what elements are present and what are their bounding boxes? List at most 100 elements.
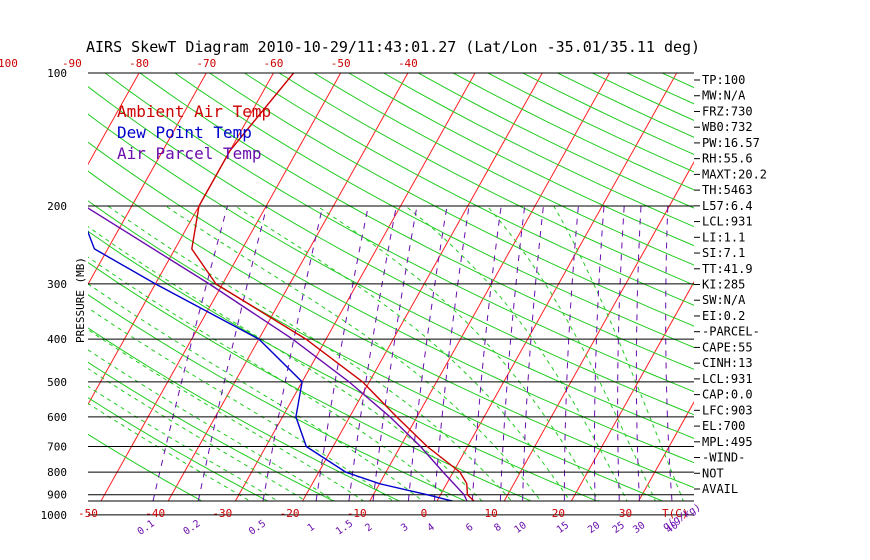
top-temp-label: -70 [196,57,216,70]
series-line-dew-point-temp [88,230,455,501]
moist-adiabat-line [234,205,571,501]
top-temp-label: -90 [62,57,82,70]
isotherm-line [100,73,342,501]
y-axis-label: PRESSURE (MB) [74,257,87,343]
dry-adiabat-line [88,230,599,501]
bottom-temp-label: -30 [212,507,232,520]
mixing-ratio-label: 25 [611,520,627,536]
pressure-tick-label: 800 [47,466,67,479]
mixing-ratio-line [372,205,418,501]
bottom-temp-label: 20 [552,507,565,520]
mixing-ratio-label: 6 [464,522,475,534]
isotherm-line [570,281,694,501]
index-value: CAP:0.0 [702,388,753,402]
mixing-ratio-line [197,205,268,501]
moist-adiabat-line [553,205,684,501]
isotherm-line [302,73,543,501]
dry-adiabat-line [383,73,694,228]
mixing-ratio-line [665,205,673,501]
mixing-ratio-ticks: 0.1 0.2 0.5 1 1.5 2 3 4 6 8 10 15 20 25 30 40 [136,518,681,537]
index-value: SI:7.1 [702,246,745,260]
moist-adiabat-line [88,367,307,501]
index-value: RH:55.6 [702,152,753,166]
pressure-tick-label: 900 [47,489,67,502]
index-value: -PARCEL- [702,325,760,339]
pressure-tick-label: 600 [47,411,67,424]
dry-adiabat-line [88,361,335,501]
mixing-ratio-line [617,205,625,501]
top-temp-label: -100 [0,57,18,70]
isotherm-line [0,63,10,524]
moist-adiabat-line [486,205,656,501]
legend-air-parcel-temp: Air Parcel Temp [117,144,262,163]
top-temp-label: -80 [129,57,149,70]
index-value: FRZ:730 [702,104,753,118]
isotherm-line [88,73,207,286]
isotherm-line [369,73,611,501]
series-line-ambient-air-temp [191,73,477,501]
moist-adiabat-line [405,205,628,501]
mixing-ratio-line [594,205,605,501]
mixing-ratio-label: 3 [399,522,410,534]
mixing-ratio-label: 0.1 [136,518,157,537]
index-value: CINH:13 [702,356,753,370]
mixing-ratio-line [152,205,228,501]
index-value: NOT [702,466,724,480]
index-value: L57:6.4 [702,199,753,213]
dry-adiabat-line [88,433,203,501]
index-value: EL:700 [702,419,745,433]
isotherm-line [827,63,870,524]
legend: Ambient Air Temp Dew Point Temp Air Parc… [117,102,271,163]
dry-adiabat-line [522,73,694,155]
top-temp-label: -40 [398,57,418,70]
dry-adiabat-line [452,73,694,191]
dry-adiabat-line [418,73,694,209]
isotherm-line [167,73,409,501]
dry-adiabat-line [88,113,694,439]
index-value: LCL:931 [702,372,753,386]
mixing-ratio-label: 8 [492,522,503,534]
dry-adiabat-line [88,294,467,501]
dry-adiabat-line [88,141,694,464]
mixing-ratio-label: 15 [555,520,571,536]
index-value: TT:41.9 [702,262,753,276]
bottom-temp-label: -20 [280,507,300,520]
dry-adiabat-line [88,397,269,501]
isotherm-line [88,73,275,406]
moist-adiabat-line [107,205,513,501]
moist-adiabat-line [88,283,424,501]
legend-dew-point-temp: Dew Point Temp [117,123,252,142]
dry-adiabat-line [244,73,694,306]
bottom-temp-label: 0 [421,507,428,520]
top-temp-label: -60 [264,57,284,70]
chart-title: AIRS SkewT Diagram 2010-10-29/11:43:01.2… [86,38,700,56]
top-temp-ticks: -120-110-100-90-80-70-60-50-40 [0,57,418,70]
dry-adiabat-line [88,327,401,501]
mixing-ratio-line [262,205,324,501]
dry-adiabat-line [278,73,694,286]
mixing-ratio-line [407,205,448,501]
index-value: LFC:903 [702,403,753,417]
dry-adiabat-line [661,73,694,89]
index-value: KI:285 [702,278,745,292]
mixing-ratio-line [563,205,579,501]
index-value: MW:N/A [702,89,746,103]
pressure-tick-label: 300 [47,278,67,291]
index-value: EI:0.2 [702,309,745,323]
dry-adiabat-line [139,73,694,370]
bottom-temp-label: -40 [145,507,165,520]
index-value: SW:N/A [702,293,746,307]
index-value: CAPE:55 [702,340,753,354]
isotherm-line [436,73,678,501]
dry-adiabat-line [348,73,694,247]
dry-adiabat-line [313,73,694,266]
top-temp-label: -50 [331,57,351,70]
moist-adiabat-line [88,226,483,501]
mixing-ratio-label: 10 [513,520,529,536]
mixing-ratio-line [471,205,502,501]
moist-adiabat-line [88,307,394,501]
index-value: LI:1.1 [702,230,745,244]
moist-adiabat-line [316,205,600,501]
mixing-ratio-line [635,205,642,501]
